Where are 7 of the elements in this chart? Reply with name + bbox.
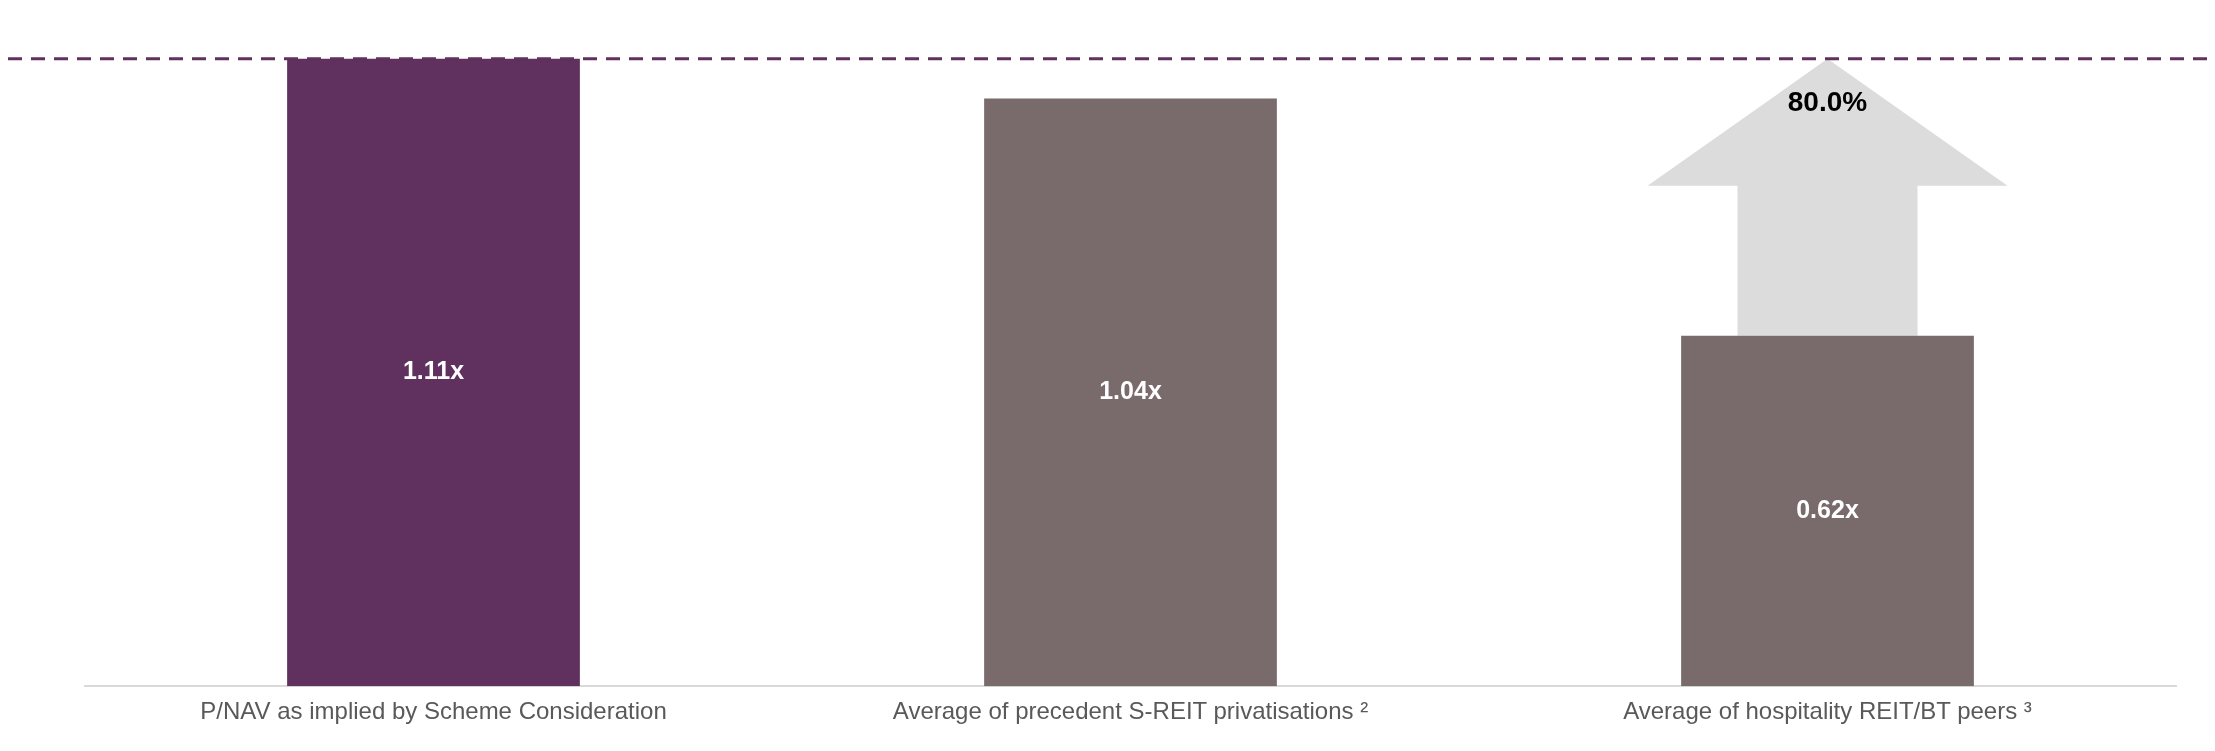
x-tick-label: Average of precedent S-REIT privatisations ² [892, 697, 1369, 725]
data-label: 1.04x [1099, 376, 1162, 405]
x-tick-label: P/NAV as implied by Scheme Consideration [200, 697, 667, 725]
data-label: 0.62x [1796, 494, 1859, 523]
data-label: 1.11x [402, 356, 465, 385]
annotation: 80.0% [1787, 85, 1868, 117]
x-tick-label: Average of hospitality REIT/BT peers ³ [1623, 697, 2032, 725]
